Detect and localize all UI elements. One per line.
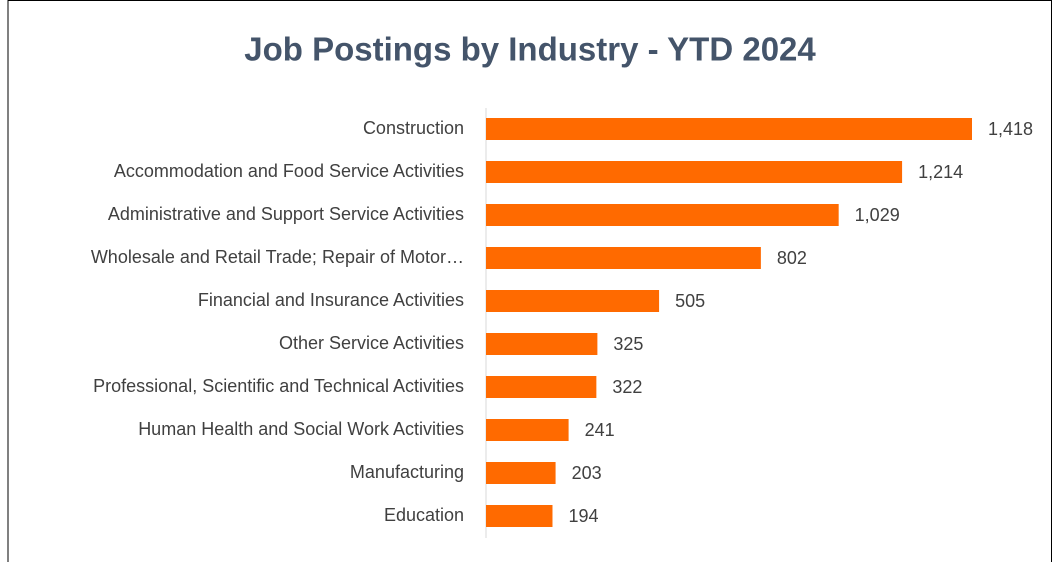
y-tick-label: Wholesale and Retail Trade; Repair of Mo… xyxy=(91,247,464,267)
y-tick-label: Financial and Insurance Activities xyxy=(198,290,464,310)
bar xyxy=(486,505,553,527)
data-label: 802 xyxy=(777,248,807,268)
data-label: 194 xyxy=(568,506,598,526)
y-tick-label: Other Service Activities xyxy=(279,333,464,353)
bar xyxy=(486,161,903,183)
y-tick-label: Professional, Scientific and Technical A… xyxy=(93,376,464,396)
y-tick-label: Manufacturing xyxy=(350,462,464,482)
y-tick-label: Administrative and Support Service Activ… xyxy=(108,204,464,224)
data-label: 505 xyxy=(675,291,705,311)
y-tick-label: Construction xyxy=(363,118,464,138)
data-label: 322 xyxy=(612,377,642,397)
bar xyxy=(486,118,972,140)
data-label: 1,418 xyxy=(988,119,1033,139)
bar xyxy=(486,204,839,226)
data-label: 241 xyxy=(585,420,615,440)
y-tick-label: Education xyxy=(384,505,464,525)
bar xyxy=(486,376,597,398)
bar xyxy=(486,290,660,312)
bar xyxy=(486,419,569,441)
bar xyxy=(486,462,556,484)
y-tick-label: Human Health and Social Work Activities xyxy=(138,419,464,439)
data-label: 1,029 xyxy=(855,205,900,225)
data-label: 1,214 xyxy=(918,162,963,182)
chart-title: Job Postings by Industry - YTD 2024 xyxy=(244,31,816,68)
bar xyxy=(486,333,598,355)
data-label: 203 xyxy=(572,463,602,483)
bar xyxy=(486,247,761,269)
y-tick-label: Accommodation and Food Service Activitie… xyxy=(114,161,464,181)
data-label: 325 xyxy=(613,334,643,354)
